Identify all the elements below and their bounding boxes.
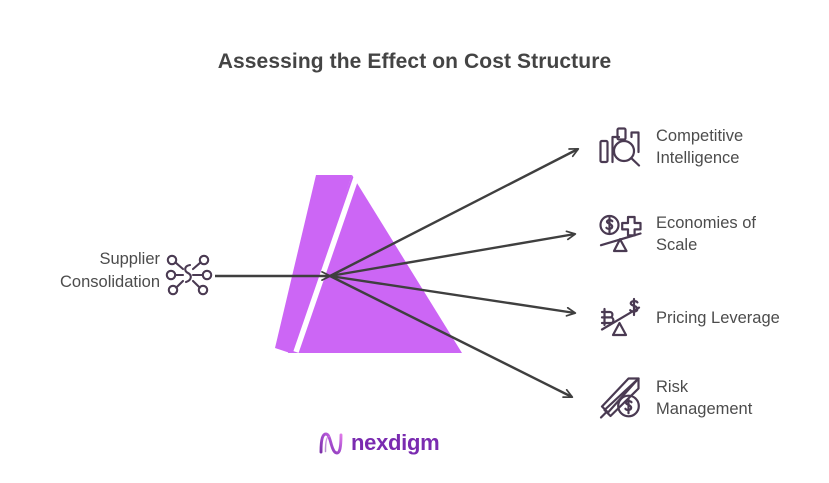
output-arrow-2 [329, 230, 577, 278]
outcome-label: Pricing Leverage [656, 309, 780, 327]
sword-dollar-coin-icon [599, 377, 640, 419]
balance-scale-bitcoin-dollar-icon [600, 297, 641, 337]
nexdigm-n-mark-icon [319, 432, 343, 455]
outcome-label: Competitive Intelligence [656, 127, 744, 167]
outcome-label: Economies of Scale [656, 214, 756, 254]
network-nodes-icon [165, 254, 213, 296]
outcome-label: Risk Management [656, 378, 753, 418]
source-label: Supplier Consolidation [0, 248, 160, 294]
outcome-item-economies-of-scale[interactable]: Economies of Scale [598, 211, 756, 257]
output-arrow-4 [329, 274, 574, 399]
page-title: Assessing the Effect on Cost Structure [217, 50, 612, 73]
outcome-item-pricing-leverage[interactable]: Pricing Leverage [598, 295, 780, 341]
prism-triangle [288, 175, 462, 353]
outcome-item-competitive-intelligence[interactable]: Competitive Intelligence [598, 124, 743, 170]
source-label-line2: Consolidation [60, 273, 160, 291]
bar-chart-magnifier-icon [599, 127, 641, 167]
source-label-line1: Supplier [99, 250, 160, 268]
brand-logo: nexdigm [318, 430, 440, 456]
output-arrow-1 [329, 147, 580, 278]
logo-text: nexdigm [351, 430, 440, 455]
balance-scale-dollar-plus-icon [599, 214, 642, 253]
prism-stripe [293, 177, 359, 353]
outcome-item-risk-management[interactable]: Risk Management [598, 375, 752, 421]
output-arrow-3 [329, 274, 577, 317]
prism-left-panel [275, 175, 352, 353]
